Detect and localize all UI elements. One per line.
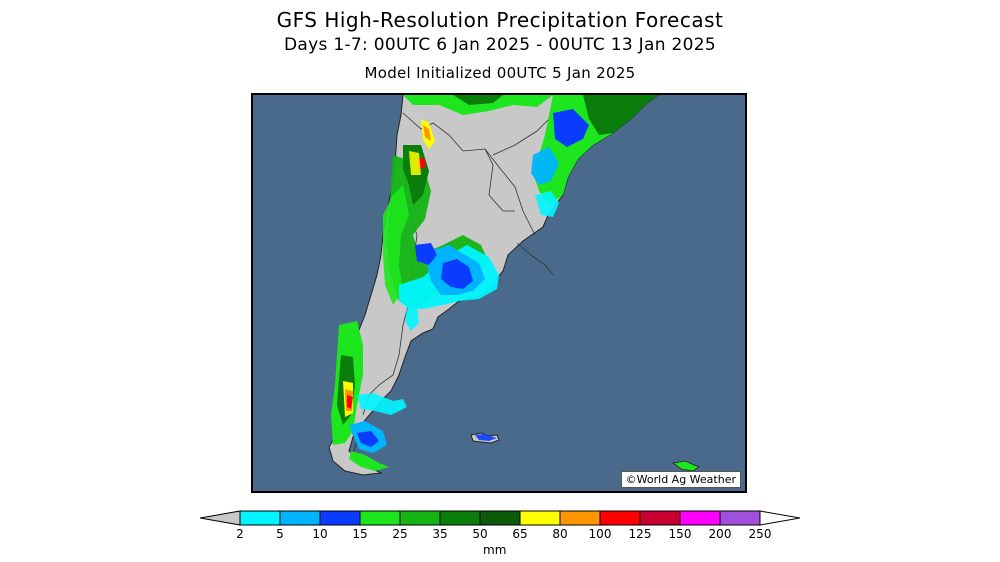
precip-red-patagonia bbox=[347, 395, 353, 409]
colorbar-segment bbox=[479, 510, 521, 526]
precip-cyan-brazil bbox=[531, 147, 559, 185]
colorbar-tick-label: 100 bbox=[588, 527, 612, 541]
precip-colorbar bbox=[200, 510, 800, 526]
precip-blue-brazil bbox=[553, 109, 589, 147]
colorbar-units: mm bbox=[483, 543, 507, 557]
colorbar-tick-label: 2 bbox=[236, 527, 244, 541]
colorbar-segment bbox=[399, 510, 441, 526]
colorbar-segment bbox=[599, 510, 641, 526]
precip-green-tierra-del-fuego bbox=[349, 451, 389, 471]
colorbar-segment bbox=[519, 510, 561, 526]
colorbar-tick-label: 200 bbox=[708, 527, 732, 541]
colorbar-right-arrow bbox=[759, 510, 800, 526]
precip-lightgreen-edge bbox=[383, 185, 409, 305]
precip-cyan-patagonia-east bbox=[357, 393, 403, 415]
colorbar-tick-label: 80 bbox=[552, 527, 568, 541]
colorbar-tick-label: 125 bbox=[628, 527, 652, 541]
colorbar-segment bbox=[639, 510, 681, 526]
colorbar-tick-label: 65 bbox=[512, 527, 528, 541]
colorbar-tick-label: 15 bbox=[352, 527, 368, 541]
precipitation-map: ©World Ag Weather bbox=[251, 93, 747, 493]
colorbar-tick-label: 10 bbox=[312, 527, 328, 541]
precip-darkgreen-brazil bbox=[583, 95, 658, 135]
precip-yellow-spot-north bbox=[409, 151, 421, 175]
credit-label: ©World Ag Weather bbox=[620, 471, 741, 488]
precip-cyan-south-patch bbox=[405, 307, 419, 331]
south-georgia-island bbox=[672, 460, 700, 472]
map-svg bbox=[253, 95, 745, 491]
colorbar-tick-label: 150 bbox=[668, 527, 692, 541]
precip-orange-andes bbox=[423, 125, 431, 141]
precip-darkblue-pampas bbox=[441, 259, 473, 289]
falkland-islands-precip bbox=[475, 434, 497, 441]
colorbar-segment bbox=[239, 510, 281, 526]
colorbar-segment bbox=[439, 510, 481, 526]
model-init-time: Model Initialized 00UTC 5 Jan 2025 bbox=[364, 64, 636, 82]
map-title: GFS High-Resolution Precipitation Foreca… bbox=[276, 8, 724, 32]
precip-cyan-uruguay bbox=[535, 191, 559, 217]
precip-darkgreen-north-edge bbox=[453, 95, 503, 105]
colorbar-tick-label: 5 bbox=[276, 527, 284, 541]
colorbar-segment bbox=[719, 510, 761, 526]
colorbar-tick-label: 25 bbox=[392, 527, 408, 541]
colorbar-segment bbox=[279, 510, 321, 526]
precip-darkblue-tierra-del-fuego bbox=[357, 431, 379, 447]
colorbar-segment bbox=[559, 510, 601, 526]
precip-darkblue-pampas-west bbox=[415, 243, 437, 265]
colorbar-segment bbox=[359, 510, 401, 526]
colorbar-left-arrow bbox=[200, 510, 241, 526]
precip-cyan-coast-patch bbox=[393, 399, 407, 411]
colorbar-tick-label: 50 bbox=[472, 527, 488, 541]
colorbar-segment bbox=[679, 510, 721, 526]
forecast-period: Days 1-7: 00UTC 6 Jan 2025 - 00UTC 13 Ja… bbox=[284, 35, 716, 55]
precip-green-north-edge bbox=[403, 95, 553, 115]
colorbar-tick-label: 250 bbox=[748, 527, 772, 541]
colorbar-tick-label: 35 bbox=[432, 527, 448, 541]
colorbar-segment bbox=[319, 510, 361, 526]
